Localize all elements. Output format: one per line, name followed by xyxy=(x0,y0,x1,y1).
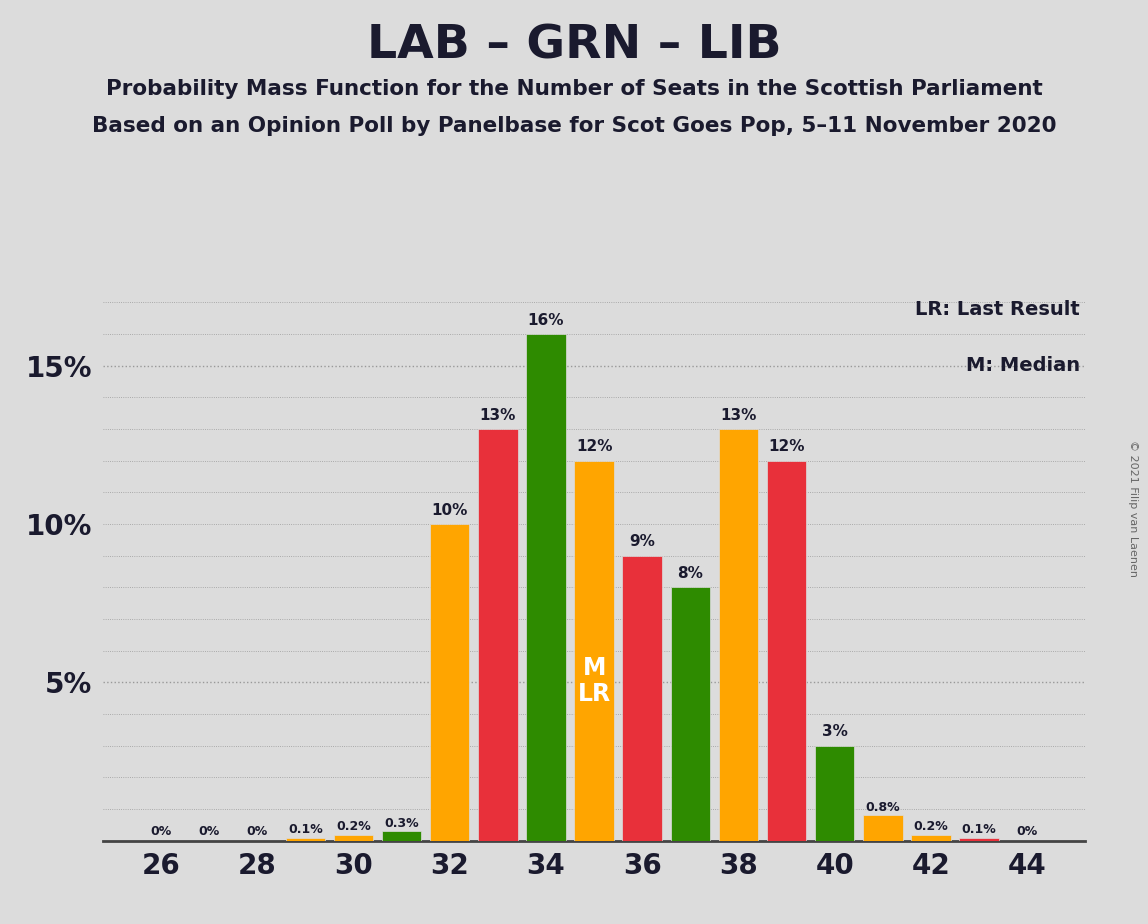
Bar xyxy=(622,555,662,841)
Bar xyxy=(430,524,470,841)
Text: 13%: 13% xyxy=(720,407,757,422)
Text: LR: Last Result: LR: Last Result xyxy=(915,300,1080,320)
Text: 0%: 0% xyxy=(199,825,219,838)
Text: 0.8%: 0.8% xyxy=(866,801,900,814)
Text: 0.2%: 0.2% xyxy=(336,820,371,833)
Bar xyxy=(863,816,902,841)
Bar xyxy=(767,461,806,841)
Text: 3%: 3% xyxy=(822,724,847,739)
Bar xyxy=(719,429,758,841)
Text: Probability Mass Function for the Number of Seats in the Scottish Parliament: Probability Mass Function for the Number… xyxy=(106,79,1042,99)
Text: 0.1%: 0.1% xyxy=(962,823,996,836)
Bar xyxy=(670,588,711,841)
Text: LAB – GRN – LIB: LAB – GRN – LIB xyxy=(366,23,782,68)
Bar xyxy=(382,832,421,841)
Bar xyxy=(815,746,854,841)
Text: 10%: 10% xyxy=(432,503,468,517)
Bar xyxy=(286,838,325,841)
Text: 0.2%: 0.2% xyxy=(914,820,948,833)
Bar xyxy=(912,834,951,841)
Bar xyxy=(574,461,614,841)
Bar xyxy=(960,838,999,841)
Text: Based on an Opinion Poll by Panelbase for Scot Goes Pop, 5–11 November 2020: Based on an Opinion Poll by Panelbase fo… xyxy=(92,116,1056,136)
Text: 0%: 0% xyxy=(247,825,267,838)
Text: 0%: 0% xyxy=(1016,825,1038,838)
Bar xyxy=(478,429,518,841)
Text: 9%: 9% xyxy=(629,534,656,550)
Text: © 2021 Filip van Laenen: © 2021 Filip van Laenen xyxy=(1128,440,1138,577)
Text: 12%: 12% xyxy=(576,439,612,455)
Text: M
LR: M LR xyxy=(577,656,611,706)
Text: 0.3%: 0.3% xyxy=(385,817,419,830)
Text: 13%: 13% xyxy=(480,407,517,422)
Text: 8%: 8% xyxy=(677,566,704,581)
Text: M: Median: M: Median xyxy=(965,356,1080,375)
Text: 0.1%: 0.1% xyxy=(288,823,323,836)
Bar xyxy=(526,334,566,841)
Bar xyxy=(334,834,373,841)
Text: 16%: 16% xyxy=(528,312,564,328)
Text: 12%: 12% xyxy=(768,439,805,455)
Text: 0%: 0% xyxy=(150,825,172,838)
